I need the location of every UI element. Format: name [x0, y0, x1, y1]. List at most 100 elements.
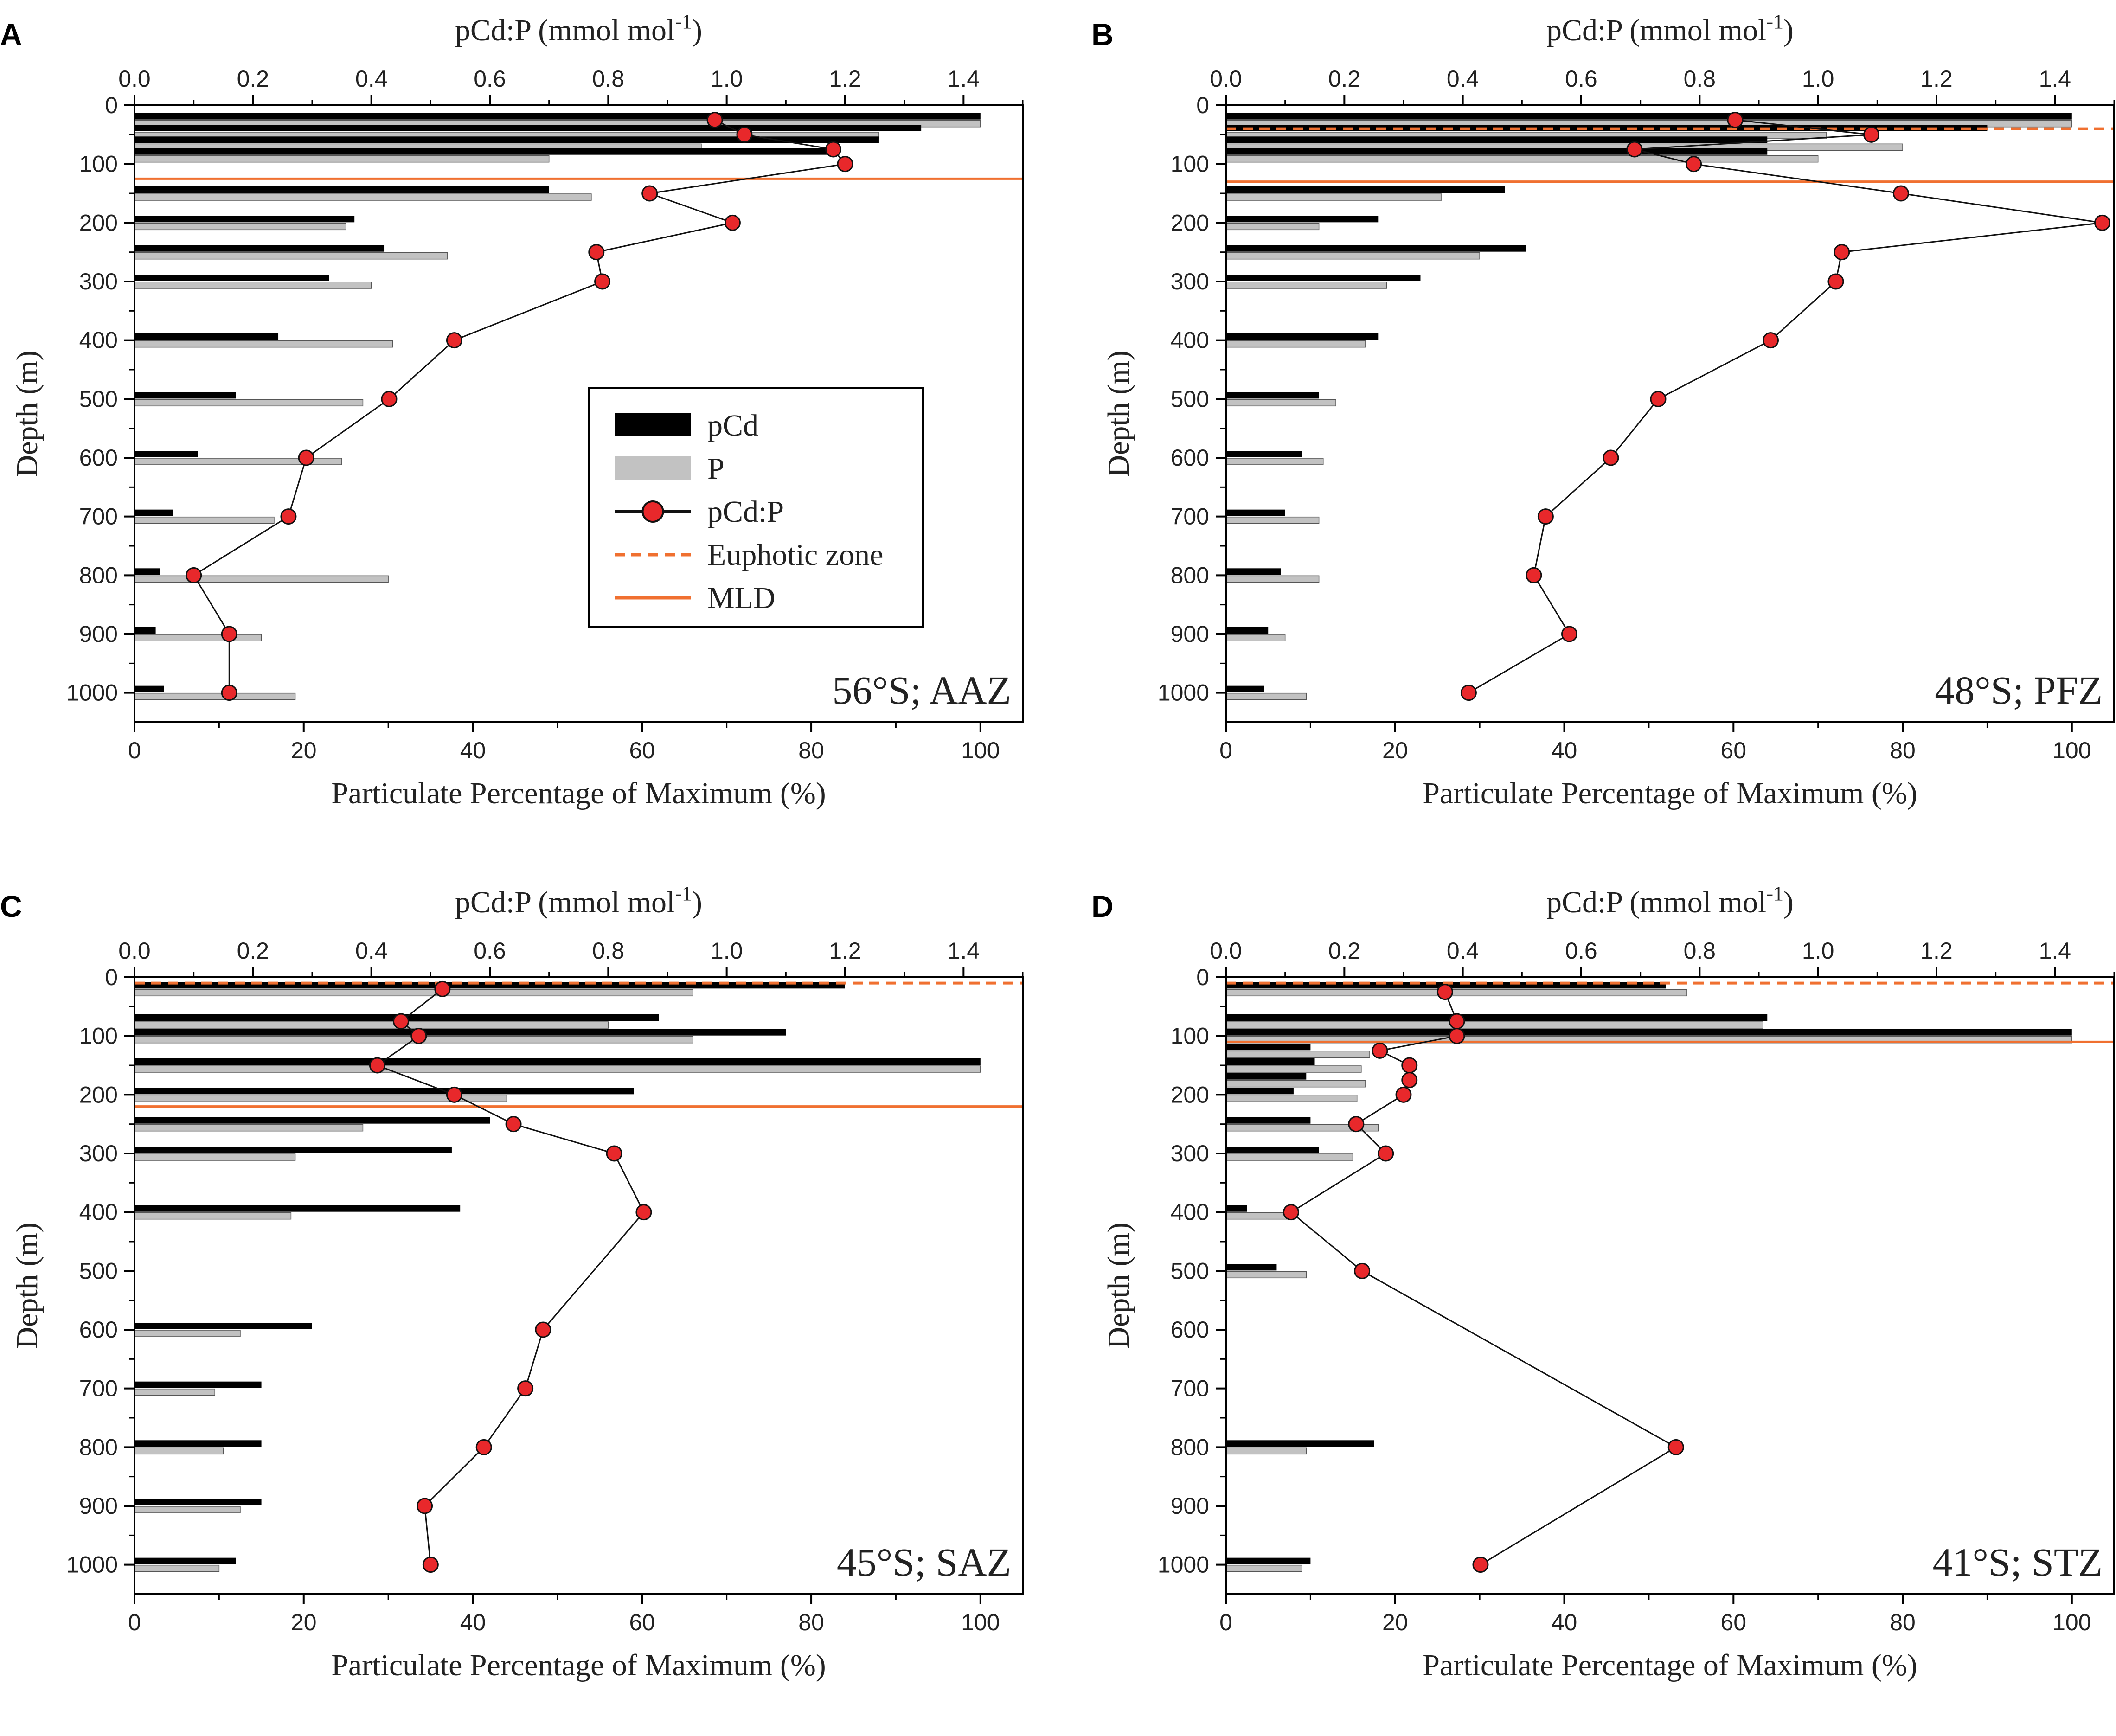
p-bar — [1225, 252, 1480, 260]
pcd-bar — [1226, 451, 1302, 457]
x-top-tick-label: 0.0 — [1210, 938, 1242, 964]
x-top-axis-title-main: pCd:P (mmol mol — [1546, 13, 1766, 47]
y-tick-label: 1000 — [1158, 1552, 1209, 1578]
legend-p-label: P — [707, 452, 725, 486]
legend-pcd-label: pCd — [707, 409, 758, 442]
p-bar — [134, 1330, 241, 1337]
p-bar — [134, 399, 364, 407]
chart-panel-a: 0 100 200 300 400 500 600 700 800 900 1000 0 20 40 60 8… — [0, 10, 1024, 810]
legend-pcd-swatch — [615, 413, 691, 436]
pcd-bar — [135, 216, 355, 223]
legend-p-swatch — [615, 456, 691, 480]
pcd-p-ratio-point — [221, 626, 237, 642]
x-top-tick-label: 0.6 — [474, 66, 506, 92]
pcd-bar — [1226, 1073, 1307, 1080]
p-bar — [134, 193, 592, 201]
pcd-bar — [1226, 568, 1281, 575]
pcd-bar — [135, 627, 156, 634]
p-bar — [1225, 399, 1336, 407]
p-bar — [1225, 340, 1366, 348]
y-tick-label: 200 — [79, 210, 118, 236]
y-tick-label: 300 — [79, 1140, 118, 1166]
pcd-bar — [135, 509, 173, 516]
p-bar — [1225, 1212, 1290, 1220]
x-top-axis-title-main: pCd:P (mmol mol — [455, 13, 675, 47]
chart-panel-d: 0 100 200 300 400 500 600 700 800 900 1000 0 20 40 60 8… — [1091, 882, 2115, 1682]
x-top-axis-title-main: pCd:P (mmol mol — [1546, 885, 1766, 919]
y-axis-title: Depth (m) — [1102, 1222, 1135, 1349]
pcd-p-ratio-point — [1763, 332, 1779, 349]
p-bar — [134, 1388, 216, 1396]
pcd-p-ratio-point — [1727, 112, 1744, 128]
x-top-tick-label: 0.2 — [1328, 938, 1361, 964]
pcd-p-ratio-point — [1626, 141, 1643, 158]
pcd-bar — [1226, 509, 1285, 516]
y-tick-label: 400 — [1171, 1199, 1209, 1225]
x-top-axis-title-end: ) — [692, 13, 702, 47]
y-tick-label: 200 — [1171, 1082, 1209, 1108]
station-label: 45°S; SAZ — [837, 1540, 1011, 1584]
pcd-bar — [135, 125, 922, 131]
pcd-bar — [135, 685, 164, 692]
y-tick-label: 800 — [1171, 1434, 1209, 1460]
y-tick-label: 800 — [1171, 562, 1209, 588]
p-bar — [1225, 575, 1320, 583]
p-bar — [134, 1153, 296, 1161]
x-bottom-tick-label: 60 — [629, 1609, 655, 1635]
p-bar — [134, 516, 275, 524]
y-tick-label: 300 — [1171, 269, 1209, 295]
x-top-tick-label: 0.4 — [355, 66, 388, 92]
x-top-tick-label: 1.0 — [1802, 66, 1834, 92]
y-tick-label: 200 — [79, 1082, 118, 1108]
pcd-bar — [135, 113, 981, 120]
y-tick-label: 700 — [79, 1376, 118, 1402]
pcd-p-ratio-point — [1354, 1262, 1371, 1279]
y-axis-title: Depth (m) — [1102, 350, 1135, 477]
x-top-tick-label: 1.2 — [829, 66, 861, 92]
pcd-bar — [1226, 1557, 1311, 1564]
y-axis-title: Depth (m) — [10, 350, 44, 477]
y-tick-label: 1000 — [66, 680, 118, 706]
p-bar — [134, 1021, 609, 1029]
p-bar — [1225, 1021, 1763, 1029]
x-bottom-tick-label: 40 — [1552, 737, 1577, 763]
plot-frame — [134, 976, 1024, 1595]
y-tick-label: 0 — [105, 964, 118, 990]
y-tick-label: 600 — [79, 445, 118, 471]
x-bottom-axis-title: Particulate Percentage of Maximum (%) — [1423, 1648, 1917, 1682]
pcd-p-ratio-point — [1603, 449, 1619, 466]
p-bar — [1225, 155, 1819, 163]
pcd-p-ratio-line — [1289, 992, 1678, 1565]
x-top-tick-label: 0.0 — [1210, 66, 1242, 92]
x-bottom-tick-label: 100 — [2052, 1609, 2091, 1635]
chart-panel-b: 0 100 200 300 400 500 600 700 800 900 1000 0 20 40 60 8… — [1091, 10, 2115, 810]
pcd-p-ratio-point — [736, 126, 753, 143]
pcd-p-ratio-point — [221, 685, 237, 701]
y-tick-label: 1000 — [1158, 680, 1209, 706]
p-bar — [1225, 1065, 1362, 1073]
pcd-p-ratio-line — [1468, 119, 2103, 693]
pcd-p-ratio-point — [1372, 1042, 1388, 1059]
pcd-bar — [135, 1147, 452, 1153]
panel-letter: C — [0, 889, 22, 923]
x-bottom-tick-label: 100 — [961, 737, 1000, 763]
pcd-p-ratio-point — [186, 567, 202, 583]
pcd-p-ratio-point — [1460, 685, 1477, 701]
x-bottom-tick-label: 0 — [128, 1609, 141, 1635]
pcd-p-ratio-point — [1378, 1145, 1394, 1162]
x-top-tick-label: 0.6 — [474, 938, 506, 964]
x-top-tick-label: 0.6 — [1565, 938, 1597, 964]
y-tick-label: 900 — [79, 621, 118, 647]
pcd-p-ratio-point — [1395, 1086, 1412, 1103]
x-top-tick-label: 0.0 — [118, 66, 151, 92]
x-top-tick-label: 1.4 — [2039, 66, 2071, 92]
x-top-tick-label: 1.4 — [2039, 938, 2071, 964]
pcd-bar — [1226, 113, 2072, 120]
pcd-p-ratio-line — [376, 988, 645, 1565]
panel-letter: B — [1091, 17, 1114, 51]
pcd-p-ratio-point — [1472, 1557, 1489, 1573]
pcd-bar — [135, 451, 198, 457]
pcd-p-ratio-point — [393, 1013, 409, 1030]
p-bar — [1225, 989, 1687, 997]
pcd-bar — [1226, 1029, 2072, 1036]
